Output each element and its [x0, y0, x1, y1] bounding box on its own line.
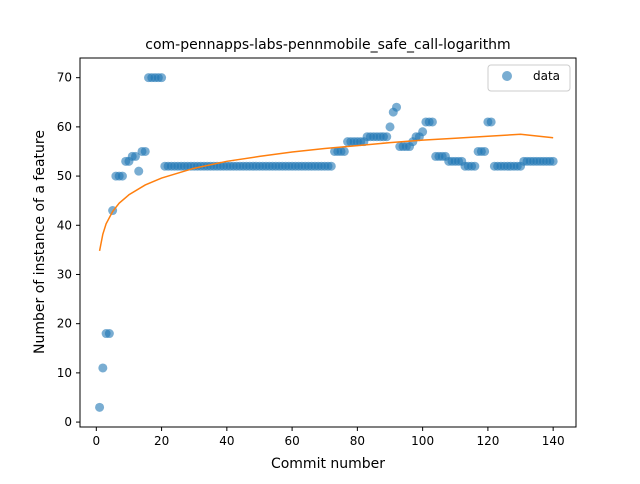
data-point [480, 146, 490, 156]
y-tick-label: 70 [57, 71, 72, 85]
data-point [486, 117, 496, 127]
data-point [326, 161, 336, 171]
scatter-points [95, 73, 558, 412]
x-tick-label: 40 [219, 434, 234, 448]
fit-line [98, 133, 554, 252]
y-axis-ticks: 0 10 20 30 40 50 60 70 [57, 71, 80, 429]
x-tick-label: 120 [476, 434, 499, 448]
y-tick-label: 10 [57, 366, 72, 380]
data-point [104, 329, 114, 339]
x-axis-ticks: 0 20 40 60 80 100 120 140 [92, 427, 565, 448]
data-point [157, 73, 167, 83]
data-point [548, 156, 558, 166]
x-tick-label: 140 [542, 434, 565, 448]
y-tick-label: 30 [57, 267, 72, 281]
x-tick-label: 60 [284, 434, 299, 448]
data-point [339, 146, 349, 156]
data-point [392, 102, 402, 112]
y-tick-label: 40 [57, 218, 72, 232]
y-axis-label: Number of instance of a feature [32, 130, 48, 354]
x-axis-label: Commit number [271, 456, 385, 472]
data-point [470, 161, 480, 171]
legend-marker [502, 71, 512, 81]
x-tick-label: 0 [92, 434, 100, 448]
data-point [418, 127, 428, 137]
y-tick-label: 50 [57, 169, 72, 183]
data-point [130, 151, 140, 161]
plot-frame [79, 57, 577, 428]
data-point [98, 363, 108, 373]
data-point [117, 171, 127, 181]
y-tick-label: 20 [57, 317, 72, 331]
x-tick-label: 100 [411, 434, 434, 448]
data-point [427, 117, 437, 127]
y-tick-label: 0 [64, 415, 72, 429]
data-point [382, 132, 392, 142]
data-point [385, 122, 395, 132]
fit-line-layer [98, 133, 554, 252]
legend-entry-data: data [533, 69, 560, 83]
data-point [140, 146, 150, 156]
y-tick-label: 60 [57, 120, 72, 134]
legend: data [487, 64, 571, 92]
x-tick-label: 20 [154, 434, 169, 448]
x-tick-label: 80 [350, 434, 365, 448]
chart-title: com-pennapps-labs-pennmobile_safe_call-l… [145, 37, 510, 53]
data-point [95, 402, 105, 412]
data-point [134, 166, 144, 176]
